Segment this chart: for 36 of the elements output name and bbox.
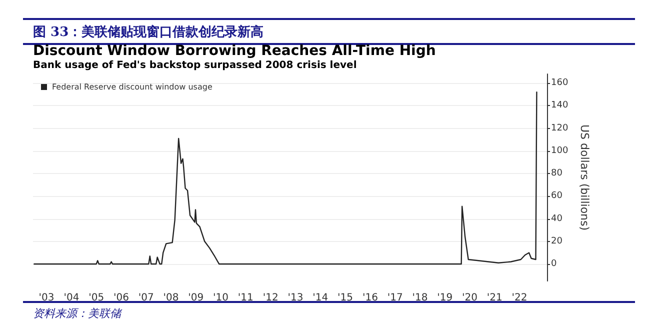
x-tick-label: '18 — [412, 292, 428, 304]
x-tick-label: '20 — [462, 292, 478, 304]
x-tick-label: '11 — [238, 292, 254, 304]
y-tick-label: 20 — [551, 236, 563, 246]
x-tick-label: '07 — [138, 292, 154, 304]
y-tick-label: 0 — [551, 259, 557, 270]
y-tick-label: 40 — [551, 214, 563, 224]
x-tick-label: '15 — [338, 292, 353, 304]
y-tick-label: 80 — [551, 168, 563, 179]
text: 资料来源：美联储 — [33, 306, 121, 321]
y-tick-label: 100 — [551, 146, 568, 156]
text: Bank usage of Fed's backstop surpassed 2008 crisis level — [33, 60, 357, 71]
x-tick-label: '14 — [312, 292, 328, 304]
x-tick-label: '04 — [64, 292, 80, 304]
x-tick-label: '10 — [213, 292, 229, 304]
x-tick-label: '17 — [387, 292, 403, 304]
x-tick-label: '12 — [262, 292, 278, 304]
x-tick-label: '08 — [163, 292, 179, 304]
chart-subtitle: Discount Window Borrowing Reaches All-Time High — [33, 43, 436, 59]
x-tick-label: '05 — [88, 292, 104, 304]
x-tick-label: '19 — [437, 292, 453, 304]
x-tick-label: '13 — [288, 292, 304, 304]
y-tick-label: 120 — [551, 123, 568, 134]
x-tick-label: '21 — [486, 292, 502, 304]
chart-title: 图 33：美联储贴现窗口借款创纪录新高 — [33, 24, 264, 41]
x-tick-label: '03 — [38, 292, 54, 304]
x-tick-label: '16 — [362, 292, 378, 304]
x-tick-label: '09 — [188, 292, 204, 304]
y-axis-title: US dollars (billions) — [578, 124, 592, 231]
y-tick-label: 140 — [551, 100, 568, 111]
x-tick-label: '22 — [512, 292, 528, 304]
line-series — [34, 92, 538, 265]
y-tick-label: 60 — [551, 191, 563, 202]
x-tick-label: '06 — [113, 292, 129, 304]
legend-label: Federal Reserve discount window usage — [52, 82, 212, 92]
y-tick-label: 160 — [551, 78, 568, 88]
